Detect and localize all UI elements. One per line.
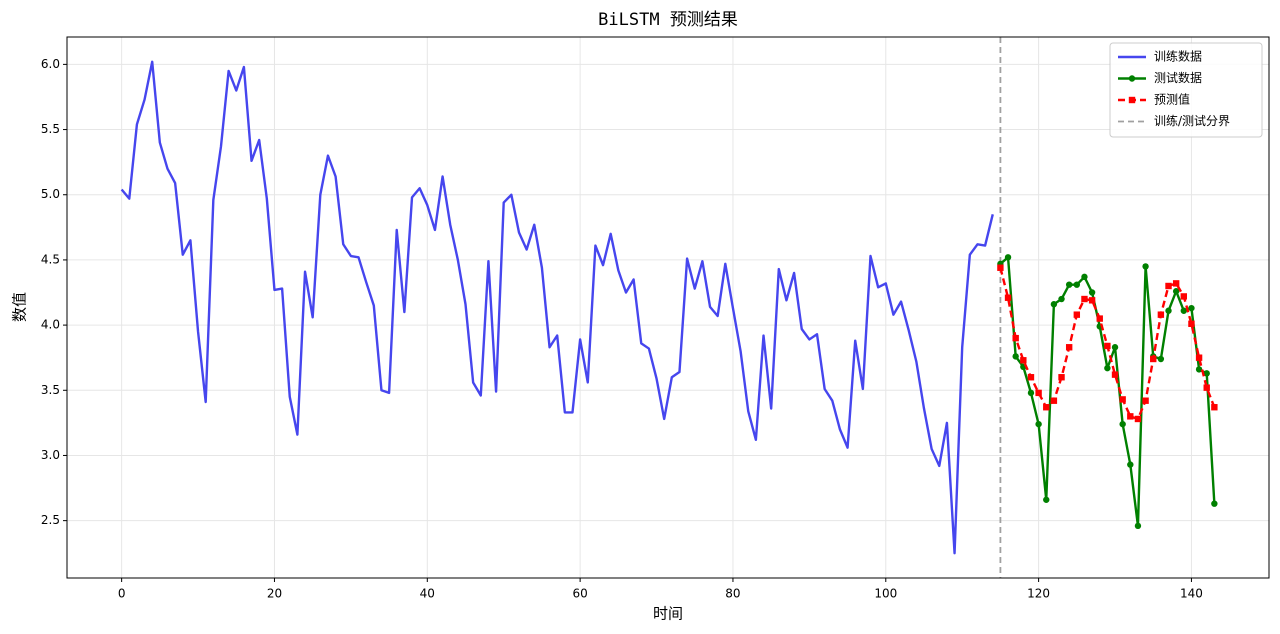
point: [1104, 364, 1111, 372]
point: [1128, 75, 1136, 82]
point: [1065, 281, 1073, 288]
point: [1128, 96, 1136, 104]
point: [1119, 420, 1126, 428]
y-tick-label: 6.0: [41, 57, 60, 71]
x-tick-label: 140: [1180, 587, 1203, 601]
point: [1073, 311, 1081, 318]
point: [1134, 415, 1142, 423]
point: [1012, 353, 1019, 360]
point: [1012, 334, 1019, 342]
x-tick-label: 0: [118, 587, 126, 601]
point: [1111, 344, 1119, 351]
x-tick-label: 40: [420, 587, 435, 601]
x-axis-label: 时间: [653, 605, 683, 623]
y-tick-label: 3.5: [41, 383, 60, 397]
point: [1104, 342, 1111, 350]
legend-label: 预测值: [1154, 92, 1190, 107]
y-tick-label: 2.5: [41, 513, 60, 527]
point: [1127, 461, 1134, 468]
point: [1211, 404, 1218, 411]
point: [1165, 307, 1172, 314]
point: [1157, 355, 1165, 363]
point: [1142, 263, 1149, 270]
point: [1020, 357, 1027, 364]
y-tick-label: 5.0: [41, 187, 60, 201]
point: [1142, 397, 1149, 404]
point: [1027, 389, 1035, 397]
point: [1073, 281, 1081, 288]
y-tick-label: 5.5: [41, 122, 60, 136]
point: [1180, 307, 1187, 314]
point: [1035, 420, 1042, 428]
x-tick-label: 60: [572, 587, 587, 601]
point: [1050, 397, 1058, 404]
y-axis-label: 数值: [11, 292, 29, 322]
point: [1165, 282, 1172, 290]
point: [1043, 404, 1050, 411]
point: [1157, 311, 1165, 318]
point: [1195, 354, 1203, 361]
plot-frame: [66, 36, 1270, 579]
point: [1180, 293, 1187, 300]
x-tick-label: 20: [267, 587, 282, 601]
point: [1035, 389, 1042, 397]
point: [1188, 320, 1195, 327]
point: [1111, 371, 1119, 378]
x-tick-label: 100: [874, 587, 897, 601]
legend-label: 测试数据: [1154, 70, 1202, 85]
point: [1134, 522, 1142, 530]
point: [1188, 304, 1195, 312]
point: [1027, 374, 1035, 381]
point: [1203, 384, 1210, 391]
point: [1050, 301, 1058, 308]
point: [1004, 254, 1012, 261]
point: [1195, 366, 1203, 373]
point: [1081, 273, 1088, 281]
y-tick-label: 3.0: [41, 448, 60, 462]
legend-label: 训练数据: [1154, 49, 1202, 64]
point: [1058, 295, 1065, 303]
point: [1088, 297, 1096, 304]
y-tick-label: 4.5: [41, 252, 60, 266]
point: [1172, 288, 1180, 295]
point: [1043, 496, 1050, 503]
y-tick-label: 4.0: [41, 318, 60, 332]
point: [1150, 355, 1157, 363]
point: [1119, 396, 1126, 403]
series-line: [120, 60, 994, 555]
point: [997, 264, 1004, 271]
x-tick-label: 120: [1027, 587, 1050, 601]
point: [1065, 344, 1073, 351]
point: [1081, 295, 1088, 303]
point: [1211, 500, 1218, 507]
legend-label: 训练/测试分界: [1154, 113, 1230, 128]
point: [1096, 315, 1103, 322]
point: [1004, 294, 1012, 301]
point: [1058, 374, 1065, 381]
point: [1172, 280, 1180, 287]
x-tick-label: 80: [725, 587, 740, 601]
point: [1203, 370, 1210, 377]
point: [1088, 289, 1096, 296]
point: [1127, 413, 1134, 420]
chart-title: BiLSTM 预测结果: [598, 10, 738, 30]
legend-box: [1109, 42, 1263, 138]
